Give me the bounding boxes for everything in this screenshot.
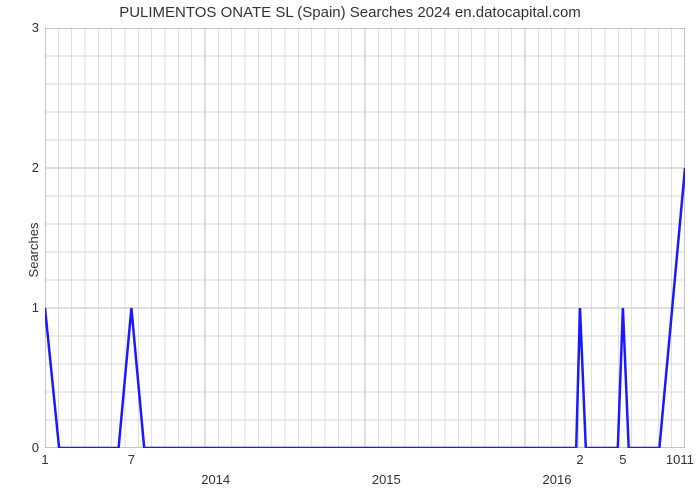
x-tick-label: 1011	[666, 452, 694, 467]
x-tick-label: 7	[128, 452, 135, 467]
y-tick-label: 1	[9, 300, 39, 315]
x-tick-label: 2	[576, 452, 583, 467]
x-major-label: 2016	[543, 472, 572, 487]
x-tick-label: 1	[41, 452, 48, 467]
y-tick-label: 2	[9, 160, 39, 175]
x-major-label: 2015	[372, 472, 401, 487]
chart-title: PULIMENTOS ONATE SL (Spain) Searches 202…	[0, 4, 700, 21]
y-tick-label: 0	[9, 440, 39, 455]
chart-plot-area	[45, 28, 685, 448]
y-tick-label: 3	[9, 20, 39, 35]
x-tick-label: 5	[619, 452, 626, 467]
y-axis-label: Searches	[26, 223, 41, 278]
x-major-label: 2014	[201, 472, 230, 487]
